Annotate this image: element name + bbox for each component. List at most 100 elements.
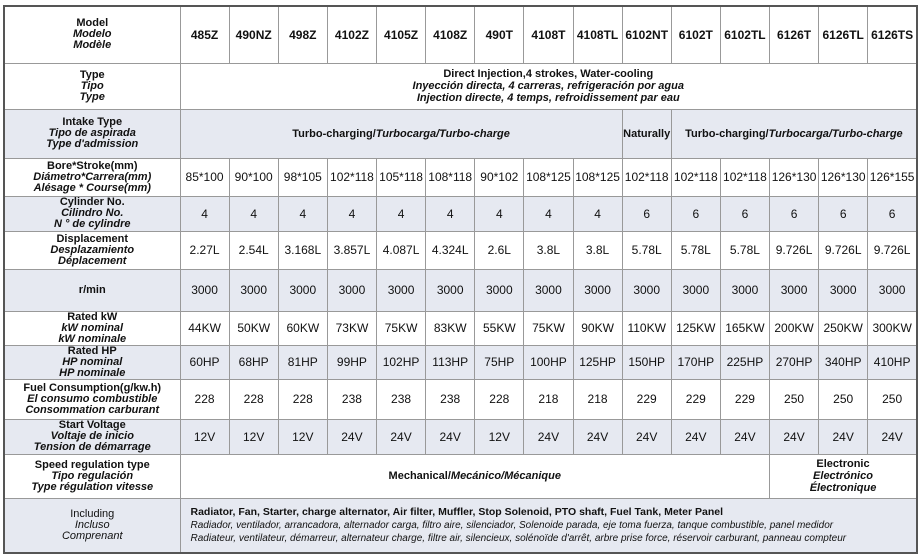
cylinder-cell: 4 — [179, 195, 230, 232]
hp-cell: 99HP — [326, 344, 378, 380]
row-displacement: Displacement Desplazamiento Déplacement 2.2… — [3, 230, 918, 270]
fuel-cell: 229 — [621, 378, 672, 420]
voltage-cell: 12V — [277, 418, 328, 455]
cylinder-cell: 4 — [425, 195, 476, 232]
voltage-cell: 24V — [523, 418, 574, 455]
kw-cell: 75KW — [523, 310, 574, 346]
displacement-cell: 2.6L — [474, 230, 525, 270]
kw-cell: 90KW — [572, 310, 623, 346]
cylinder-cell: 4 — [523, 195, 574, 232]
bore-cell: 102*118 — [670, 157, 721, 197]
kw-cell: 50KW — [228, 310, 279, 346]
cylinder-cell: 4 — [326, 195, 378, 232]
displacement-cell: 3.8L — [572, 230, 623, 270]
row-rpm: r/min 3000 3000 3000 3000 3000 3000 3000 3000 300… — [3, 268, 918, 312]
kw-cell: 60KW — [277, 310, 328, 346]
row-speed: Speed regulation type Tipo regulación Type… — [3, 453, 918, 499]
hp-cell: 125HP — [572, 344, 623, 380]
label-model: Model Modelo Modèle — [3, 5, 181, 64]
model-490T: 490T — [474, 5, 525, 64]
label-hp: Rated HP HP nominal HP nominale — [3, 344, 181, 380]
fuel-cell: 250 — [867, 378, 918, 420]
fuel-cell: 228 — [228, 378, 279, 420]
fuel-cell: 228 — [474, 378, 525, 420]
rpm-cell: 3000 — [425, 268, 476, 312]
hp-cell: 113HP — [425, 344, 476, 380]
cylinder-cell: 4 — [375, 195, 427, 232]
row-type: Type Tipo Type Direct Injection,4 strokes,… — [3, 62, 918, 110]
rpm-cell: 3000 — [719, 268, 771, 312]
kw-cell: 55KW — [474, 310, 525, 346]
rpm-cell: 3000 — [572, 268, 623, 312]
bore-cell: 90*100 — [228, 157, 279, 197]
displacement-cell: 3.168L — [277, 230, 328, 270]
fuel-cell: 250 — [768, 378, 820, 420]
label-including: Including Incluso Comprenant — [3, 497, 181, 554]
voltage-cell: 24V — [621, 418, 672, 455]
intake-turbo: Turbo-charging/Turbocarga/Turbo-charge — [179, 108, 623, 159]
rpm-cell: 3000 — [375, 268, 427, 312]
model-4102Z: 4102Z — [326, 5, 378, 64]
bore-cell: 98*105 — [277, 157, 328, 197]
rpm-cell: 3000 — [768, 268, 820, 312]
displacement-cell: 2.54L — [228, 230, 279, 270]
voltage-cell: 24V — [768, 418, 820, 455]
speed-electronic: Electronic Electrónico Électronique — [769, 453, 918, 499]
cylinder-cell: 4 — [228, 195, 279, 232]
hp-cell: 225HP — [719, 344, 771, 380]
kw-cell: 83KW — [425, 310, 476, 346]
fuel-cell: 250 — [818, 378, 869, 420]
label-bore: Bore*Stroke(mm) Diámetro*Carrera(mm) Alésa… — [3, 157, 181, 197]
engine-spec-table: Model Modelo Modèle 485Z 490NZ 498Z 4102Z 4105… — [3, 5, 918, 554]
model-4108TL: 4108TL — [572, 5, 623, 64]
cylinder-cell: 6 — [719, 195, 771, 232]
hp-cell: 102HP — [375, 344, 427, 380]
bore-cell: 85*100 — [179, 157, 230, 197]
rpm-cell: 3000 — [670, 268, 721, 312]
hp-cell: 340HP — [818, 344, 869, 380]
displacement-cell: 3.8L — [523, 230, 574, 270]
displacement-cell: 2.27L — [179, 230, 230, 270]
row-voltage: Start Voltage Voltaje de inicio Tension de… — [3, 418, 918, 455]
row-model: Model Modelo Modèle 485Z 490NZ 498Z 4102Z 4105… — [3, 5, 918, 64]
bore-cell: 126*155 — [867, 157, 918, 197]
kw-cell: 110KW — [621, 310, 672, 346]
fuel-cell: 229 — [719, 378, 771, 420]
model-6126T: 6126T — [768, 5, 820, 64]
voltage-cell: 24V — [818, 418, 869, 455]
voltage-cell: 24V — [375, 418, 427, 455]
fuel-cell: 238 — [326, 378, 378, 420]
row-bore: Bore*Stroke(mm) Diámetro*Carrera(mm) Alésa… — [3, 157, 918, 197]
intake-naturally: Naturally — [621, 108, 672, 159]
model-4108T: 4108T — [523, 5, 574, 64]
voltage-cell: 12V — [179, 418, 230, 455]
fuel-cell: 238 — [375, 378, 427, 420]
type-value: Direct Injection,4 strokes, Water-coolin… — [179, 62, 918, 110]
voltage-cell: 24V — [326, 418, 378, 455]
displacement-cell: 3.857L — [326, 230, 378, 270]
kw-cell: 125KW — [670, 310, 721, 346]
intake-turbo-2: Turbo-charging/Turbocarga/Turbo-charge — [670, 108, 918, 159]
model-6126TL: 6126TL — [818, 5, 869, 64]
label-rpm: r/min — [3, 268, 181, 312]
fuel-cell: 229 — [670, 378, 721, 420]
cylinder-cell: 6 — [621, 195, 672, 232]
bore-cell: 102*118 — [326, 157, 378, 197]
row-hp: Rated HP HP nominal HP nominale 60HP 68HP 81H… — [3, 344, 918, 380]
model-6102T: 6102T — [670, 5, 721, 64]
bore-cell: 126*130 — [768, 157, 820, 197]
cylinder-cell: 6 — [670, 195, 721, 232]
hp-cell: 75HP — [474, 344, 525, 380]
fuel-cell: 218 — [523, 378, 574, 420]
kw-cell: 75KW — [375, 310, 427, 346]
model-4108Z: 4108Z — [425, 5, 476, 64]
cylinder-cell: 4 — [572, 195, 623, 232]
kw-cell: 200KW — [768, 310, 820, 346]
kw-cell: 44KW — [179, 310, 230, 346]
bore-cell: 108*118 — [425, 157, 476, 197]
kw-cell: 165KW — [719, 310, 771, 346]
rpm-cell: 3000 — [474, 268, 525, 312]
hp-cell: 60HP — [179, 344, 230, 380]
hp-cell: 81HP — [277, 344, 328, 380]
fuel-cell: 238 — [425, 378, 476, 420]
